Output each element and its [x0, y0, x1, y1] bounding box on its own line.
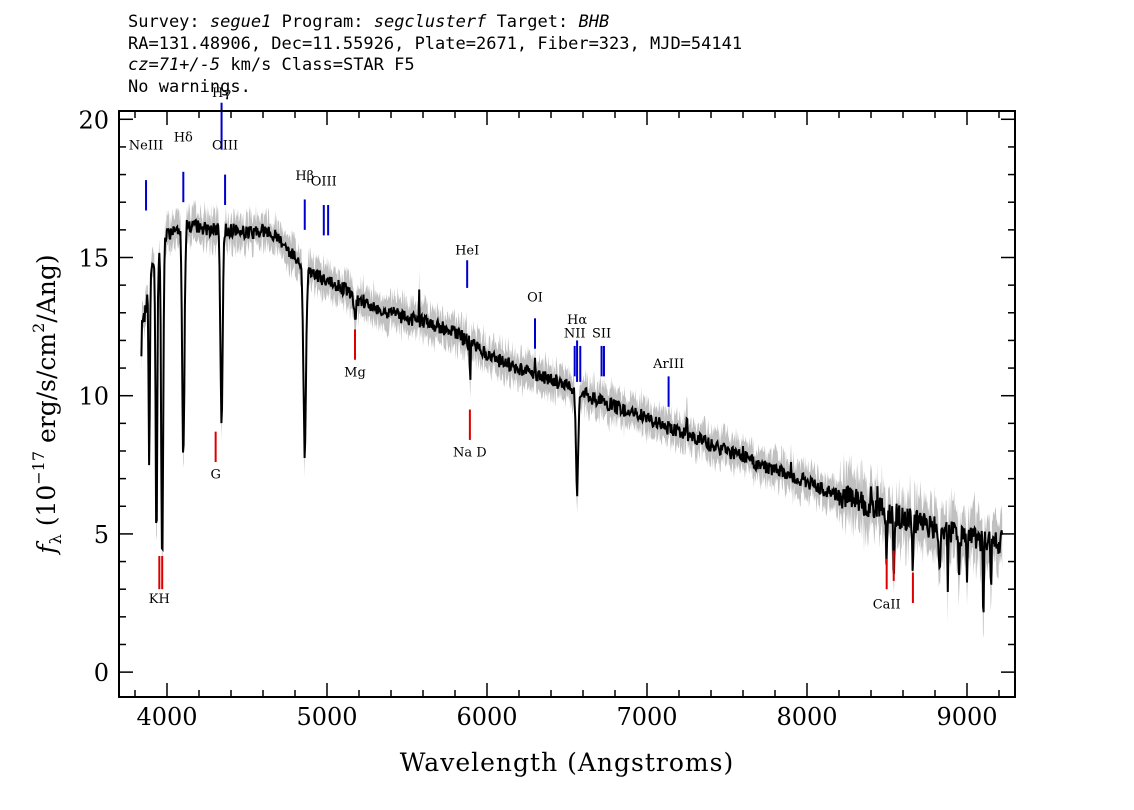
- line-label-mg: Mg: [344, 365, 366, 380]
- y-axis-label-c: /Ang): [32, 254, 61, 322]
- x-axis-label: Wavelength (Angstroms): [400, 748, 734, 777]
- header-line-1: Survey: segue1 Program: segclusterf Targ…: [128, 12, 742, 34]
- x-tick-label: 5000: [296, 703, 357, 731]
- header-line-4: No warnings.: [128, 76, 251, 97]
- y-tick-label: 5: [94, 521, 109, 549]
- y-axis-label: fλ (10−17 erg/s/cm2/Ang): [29, 254, 65, 555]
- y-axis-label-a: (10: [32, 485, 61, 535]
- line-label-oiii-4363: OIII: [212, 139, 238, 154]
- y-tick-label: 10: [78, 383, 109, 411]
- header-line-3: cz=71+/-5 km/s Class=STAR F5: [128, 55, 742, 77]
- header-line-2: RA=131.48906, Dec=11.55926, Plate=2671, …: [128, 33, 743, 54]
- y-tick-label: 15: [78, 245, 109, 273]
- line-label-k-h: KH: [149, 592, 170, 607]
- y-axis-label-b: erg/s/cm: [32, 333, 61, 451]
- line-label-nii: NII: [564, 327, 586, 342]
- program-value: segclusterf: [373, 12, 487, 32]
- line-label-g-band: G: [210, 468, 220, 483]
- line-label-oiii-5007: OIII: [311, 175, 337, 190]
- y-tick-label: 20: [78, 106, 109, 134]
- line-label-sii: SII: [592, 327, 611, 342]
- target-label: Target:: [496, 12, 569, 32]
- survey-label: Survey:: [128, 12, 200, 32]
- x-tick-label: 9000: [936, 703, 997, 731]
- x-tick-label: 7000: [616, 703, 677, 731]
- cz-value: cz=71+/-5: [128, 55, 221, 75]
- y-axis-label-exp: −17: [29, 451, 48, 485]
- x-tick-label: 4000: [136, 703, 197, 731]
- y-axis-label-f: f: [32, 541, 61, 556]
- plot-frame: [118, 110, 1016, 698]
- line-label-oi: OI: [527, 291, 543, 306]
- ticks-layer: 4000 5000 6000 7000 8000 9000 0 5 10 15 20: [78, 106, 1015, 731]
- line-label-hdelta: Hδ: [174, 130, 193, 145]
- line-label-halpha: Hα: [567, 313, 587, 328]
- y-axis-label-exp2: 2: [29, 323, 48, 333]
- y-tick-label: 0: [94, 659, 109, 687]
- error-band: [141, 198, 1003, 638]
- x-tick-label: 8000: [776, 703, 837, 731]
- x-tick-label: 6000: [456, 703, 517, 731]
- y-axis-label-sub: λ: [46, 534, 65, 544]
- target-value: BHB: [578, 12, 610, 32]
- survey-value: segue1: [209, 12, 272, 32]
- program-label: Program:: [281, 12, 364, 32]
- line-label-ariii: ArIII: [652, 357, 684, 372]
- class-info: km/s Class=STAR F5: [230, 55, 415, 75]
- flux-line: [140, 218, 1004, 613]
- spectrum-header: Survey: segue1 Program: segclusterf Targ…: [128, 12, 742, 98]
- line-label-hgamma: Hγ: [212, 86, 231, 101]
- line-label-hei: HeI: [455, 244, 479, 259]
- line-label-na-d: Na D: [453, 446, 487, 461]
- line-label-caii: CaII: [873, 598, 901, 613]
- line-label-ne3: NeIII: [129, 139, 163, 154]
- line-label-hbeta: Hβ: [295, 169, 314, 184]
